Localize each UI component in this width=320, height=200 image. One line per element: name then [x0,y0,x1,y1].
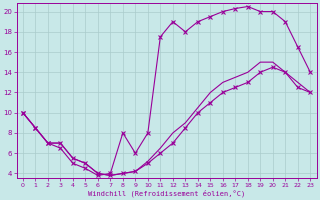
X-axis label: Windchill (Refroidissement éolien,°C): Windchill (Refroidissement éolien,°C) [88,189,245,197]
